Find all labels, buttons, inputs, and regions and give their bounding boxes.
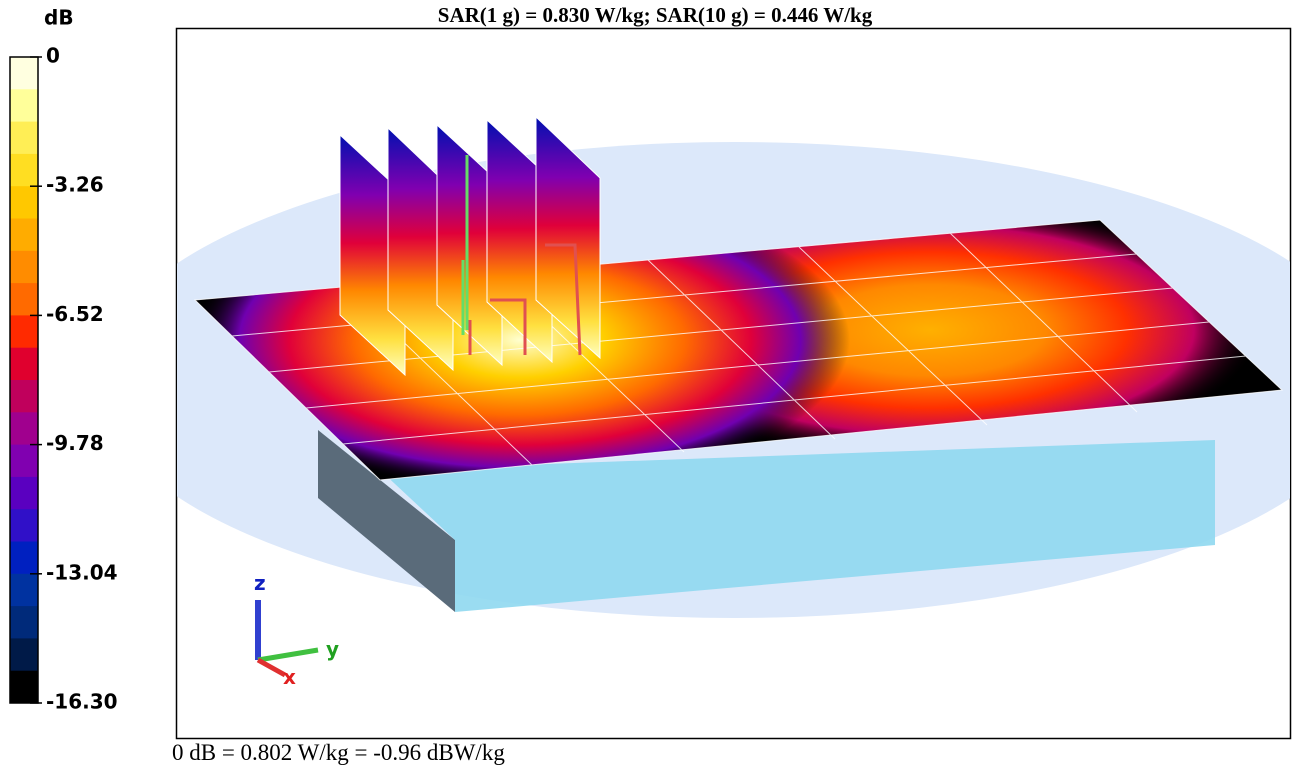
colorbar-band [10, 541, 38, 575]
colorbar-band [10, 573, 38, 607]
colorbar-tick-label: -6.52 [46, 302, 104, 326]
title: SAR(1 g) = 0.830 W/kg; SAR(10 g) = 0.446… [438, 3, 873, 27]
colorbar-band [10, 57, 38, 90]
box-side [318, 430, 455, 612]
colorbar-band [10, 412, 38, 446]
colorbar-tick-label: -3.26 [46, 173, 104, 197]
axes-triad: z y x [254, 571, 339, 689]
colorbar-unit: dB [44, 6, 74, 30]
colorbar-band [10, 347, 38, 381]
colorbar-band [10, 670, 38, 704]
axis-label: z [254, 571, 266, 595]
colorbar-band [10, 218, 38, 252]
scene: z y x [177, 115, 1290, 689]
colorbar-band [10, 186, 38, 219]
colorbar-band [10, 380, 38, 413]
plane-grid [193, 219, 1284, 481]
box-face [380, 440, 1215, 612]
colorbar-band [10, 476, 38, 510]
colorbar-tick-label: -9.78 [46, 431, 104, 455]
colorbar-tick-label: -13.04 [46, 560, 118, 584]
colorbar-border [9, 56, 39, 704]
zoom-slabs [339, 115, 601, 377]
colorbar-band [10, 315, 38, 349]
colorbar-band [10, 89, 38, 123]
colorbar-band [10, 606, 38, 639]
colorbar-band [10, 283, 38, 316]
colorbar-tick-label: -16.30 [46, 690, 118, 714]
colorbar-band [10, 121, 38, 155]
colorbar-band [10, 250, 38, 284]
colorbar-band [10, 638, 38, 672]
colorbar-band [10, 509, 38, 542]
colorbar-band [10, 444, 38, 478]
axis-label: x [283, 665, 296, 689]
footer: 0 dB = 0.802 W/kg = -0.96 dBW/kg [172, 740, 505, 765]
axis-label: y [326, 637, 339, 661]
colorbar-band [10, 153, 38, 187]
colorbar: 0 -3.26 -6.52 -9.78 -13.04 -16.30 [9, 44, 118, 714]
colorbar-tick-label: 0 [46, 44, 60, 68]
